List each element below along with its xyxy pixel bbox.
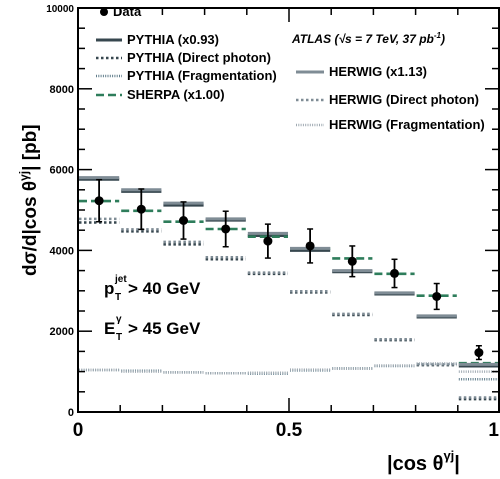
jet-pt-superscript: jet bbox=[114, 274, 127, 285]
y-tick-label: 8000 bbox=[50, 84, 74, 96]
legend-label: HERWIG (Direct photon) bbox=[329, 92, 479, 107]
photon-et-symbol: E bbox=[104, 319, 115, 338]
jet-pt-symbol: p bbox=[104, 279, 114, 298]
x-tick-label: 1 bbox=[488, 420, 499, 441]
sqrt-s-label: √s bbox=[338, 32, 352, 46]
x-tick-label: 0.5 bbox=[276, 420, 303, 441]
photon-et-cut-label: E γ T > 45 GeV bbox=[104, 314, 201, 343]
data-point bbox=[474, 348, 484, 358]
energy-label: = 7 TeV, 37 pb bbox=[352, 32, 434, 46]
y-axis-title-sup: γj bbox=[17, 171, 31, 181]
data-point bbox=[305, 241, 315, 251]
y-tick-label: 4000 bbox=[50, 245, 74, 257]
y-tick-label: 6000 bbox=[50, 165, 74, 177]
legend-item-herwig-direct-photon: HERWIG (Direct photon) bbox=[296, 92, 479, 107]
experiment-name: ATLAS ( bbox=[291, 32, 340, 46]
y-tick-label: 10000 bbox=[46, 4, 74, 15]
legend-label: HERWIG (Fragmentation) bbox=[329, 117, 485, 132]
legend-label: Data bbox=[113, 4, 142, 19]
legend-label: PYTHIA (x0.93) bbox=[127, 32, 219, 47]
photon-et-threshold: > 45 GeV bbox=[128, 319, 201, 338]
data-point bbox=[179, 216, 188, 226]
y-tick-label: 2000 bbox=[50, 326, 74, 338]
y-axis-title-main: dσ/d|cos θ bbox=[20, 181, 41, 276]
x-axis-title-tail: | bbox=[454, 453, 460, 475]
data-point bbox=[432, 291, 442, 301]
legend-item-pythia-x0-93: PYTHIA (x0.93) bbox=[96, 32, 219, 47]
legend-marker bbox=[100, 8, 108, 16]
data-point bbox=[347, 256, 357, 266]
data-point bbox=[94, 196, 104, 206]
x-tick-label: 0 bbox=[73, 420, 84, 441]
legend-item-pythia-fragmentation: PYTHIA (Fragmentation) bbox=[96, 68, 277, 83]
data-point bbox=[221, 224, 231, 234]
experiment-label: ATLAS (√s = 7 TeV, 37 pb-1) bbox=[291, 31, 445, 46]
legend-item-data: Data bbox=[100, 4, 142, 19]
y-axis-title: dσ/d|cos θγj| [pb] bbox=[17, 124, 41, 276]
legend-label: PYTHIA (Fragmentation) bbox=[127, 68, 277, 83]
jet-pt-cut-label: p jet T > 40 GeV bbox=[104, 274, 201, 303]
data-point bbox=[263, 236, 273, 246]
series-data bbox=[94, 178, 484, 361]
x-axis-title: |cos θγj| bbox=[387, 448, 460, 475]
y-tick-label: 0 bbox=[68, 407, 74, 419]
legend-item-herwig-fragmentation: HERWIG (Fragmentation) bbox=[296, 117, 485, 132]
jet-pt-threshold: > 40 GeV bbox=[128, 279, 201, 298]
jet-pt-subscript: T bbox=[115, 292, 121, 303]
legend-label: HERWIG (x1.13) bbox=[329, 64, 427, 79]
legend-label: SHERPA (x1.00) bbox=[127, 87, 225, 102]
lumi-exponent: -1 bbox=[434, 31, 442, 40]
legend-item-sherpa-x1-00: SHERPA (x1.00) bbox=[96, 87, 225, 102]
data-point bbox=[390, 268, 399, 278]
legend-item-herwig-x1-13: HERWIG (x1.13) bbox=[296, 64, 427, 79]
y-axis-title-tail: | [pb] bbox=[20, 124, 41, 170]
legend-item-pythia-direct-photon: PYTHIA (Direct photon) bbox=[96, 50, 271, 65]
photon-et-superscript: γ bbox=[116, 314, 122, 325]
series-layer bbox=[79, 176, 499, 401]
frame-layer: 0 2000 4000 6000 8000 10000 0 0.5 1 bbox=[46, 4, 500, 441]
photon-et-subscript: T bbox=[116, 332, 122, 343]
x-axis-title-main: |cos θ bbox=[387, 453, 443, 475]
legend: Data PYTHIA (x0.93) PYTHIA (Direct photon)… bbox=[96, 4, 485, 132]
data-point bbox=[136, 204, 146, 214]
legend-label: PYTHIA (Direct photon) bbox=[127, 50, 271, 65]
experiment-close: ) bbox=[439, 32, 445, 46]
x-axis-title-sup: γj bbox=[443, 448, 454, 463]
